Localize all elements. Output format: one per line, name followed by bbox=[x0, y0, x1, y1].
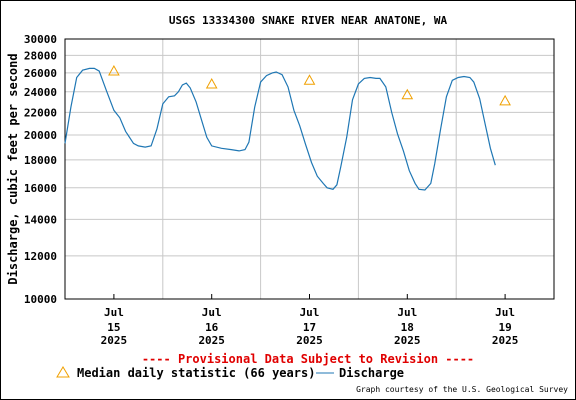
median-marker bbox=[401, 88, 414, 100]
legend-discharge-label: Discharge bbox=[339, 366, 404, 380]
y-tick-label: 26000 bbox=[24, 67, 57, 80]
y-tick-label: 22000 bbox=[24, 106, 57, 119]
series-layer bbox=[64, 67, 496, 191]
legend-median-triangle-icon bbox=[56, 366, 70, 378]
x-axis-ticks: Jul152025Jul162025Jul172025Jul182025Jul1… bbox=[101, 294, 519, 347]
y-tick-label: 12000 bbox=[24, 250, 57, 263]
x-tick-year: 2025 bbox=[296, 334, 323, 347]
y-tick-label: 10000 bbox=[24, 293, 57, 306]
x-tick-month: Jul bbox=[300, 306, 320, 319]
median-marker bbox=[205, 78, 218, 89]
x-tick-month: Jul bbox=[397, 306, 417, 319]
x-tick-day: 15 bbox=[107, 321, 120, 334]
x-tick-day: 16 bbox=[205, 321, 219, 334]
legend-median-label: Median daily statistic (66 years) bbox=[77, 366, 315, 380]
x-tick-month: Jul bbox=[495, 306, 515, 319]
y-tick-label: 14000 bbox=[24, 213, 57, 226]
y-axis-ticks: 10000 12000 14000 16000 18000 20000 22000 24000… bbox=[24, 33, 57, 306]
y-tick-label: 30000 bbox=[24, 33, 57, 46]
x-tick-day: 18 bbox=[401, 321, 414, 334]
x-tick-day: 19 bbox=[498, 321, 511, 334]
x-tick-year: 2025 bbox=[101, 334, 128, 347]
median-marker bbox=[303, 74, 316, 85]
x-tick-day: 17 bbox=[303, 321, 316, 334]
credit-text: Graph courtesy of the U.S. Geological Su… bbox=[356, 385, 568, 394]
y-tick-label: 24000 bbox=[24, 86, 57, 99]
x-tick-month: Jul bbox=[202, 306, 222, 319]
y-tick-label: 16000 bbox=[24, 182, 57, 195]
x-tick-year: 2025 bbox=[198, 334, 225, 347]
x-tick-year: 2025 bbox=[394, 334, 421, 347]
legend: Median daily statistic (66 years) Discha… bbox=[56, 366, 404, 380]
y-tick-label: 20000 bbox=[24, 129, 57, 142]
x-tick-year: 2025 bbox=[492, 334, 519, 347]
y-tick-label: 18000 bbox=[24, 154, 57, 167]
median-markers bbox=[108, 65, 511, 106]
x-tick-month: Jul bbox=[104, 306, 124, 319]
y-tick-label: 28000 bbox=[24, 49, 57, 62]
grid bbox=[65, 38, 554, 300]
provisional-note: ---- Provisional Data Subject to Revisio… bbox=[142, 352, 474, 366]
plot-area bbox=[64, 38, 555, 300]
median-marker bbox=[499, 94, 511, 106]
discharge-line bbox=[64, 67, 496, 191]
chart-title: USGS 13334300 SNAKE RIVER NEAR ANATONE, … bbox=[169, 14, 448, 27]
median-marker bbox=[108, 65, 120, 76]
y-axis-label: Discharge, cubic feet per second bbox=[6, 53, 20, 284]
